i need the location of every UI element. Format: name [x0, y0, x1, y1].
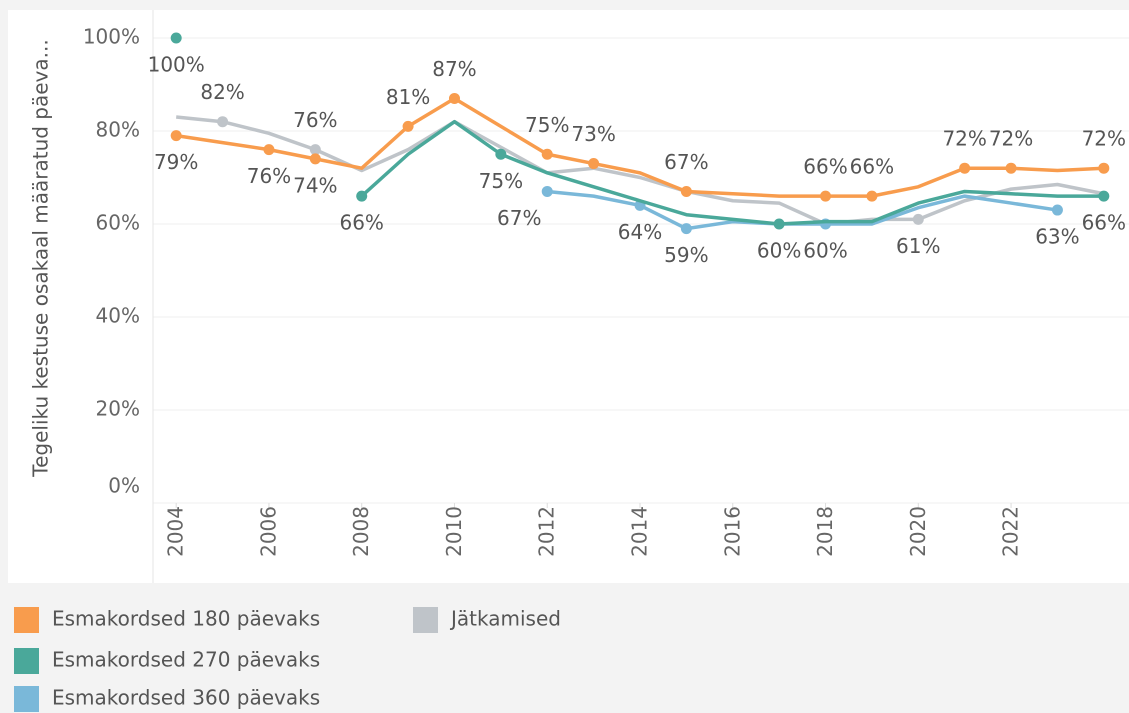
- data-label: 63%: [1035, 225, 1079, 249]
- data-label: 59%: [664, 243, 708, 267]
- data-point: [356, 190, 368, 202]
- y-axis-title: Tegeliku kestuse osakaal määratud päeva.…: [29, 39, 53, 477]
- data-point: [1098, 190, 1110, 202]
- data-point: [217, 116, 229, 128]
- data-label: 67%: [497, 206, 541, 230]
- y-tick-label: 100%: [83, 25, 140, 49]
- data-point: [309, 144, 321, 156]
- data-label: 75%: [525, 113, 569, 137]
- data-label: 66%: [1082, 211, 1126, 235]
- data-point: [309, 153, 321, 165]
- data-label: 82%: [200, 80, 244, 104]
- x-tick-label: 2022: [999, 506, 1023, 557]
- legend-label: Jätkamised: [449, 607, 561, 631]
- legend-swatch: [14, 607, 39, 633]
- data-label: 72%: [1082, 127, 1126, 151]
- x-tick-label: 2012: [535, 506, 559, 557]
- data-label: 66%: [803, 155, 847, 179]
- data-label: 67%: [664, 150, 708, 174]
- data-point: [820, 190, 832, 202]
- plot-background: [8, 10, 1129, 583]
- data-point: [773, 218, 785, 230]
- data-point: [541, 185, 553, 197]
- data-label: 74%: [293, 173, 337, 197]
- data-label: 60%: [803, 239, 847, 263]
- data-point: [263, 144, 275, 156]
- data-point: [1051, 204, 1063, 216]
- x-tick-label: 2014: [628, 506, 652, 557]
- data-point: [959, 162, 971, 174]
- data-label: 76%: [293, 108, 337, 132]
- data-label: 61%: [896, 234, 940, 258]
- x-tick-label: 2004: [164, 506, 188, 557]
- x-tick-label: 2020: [906, 506, 930, 557]
- legend-swatch: [14, 686, 39, 712]
- data-point: [680, 185, 692, 197]
- data-label: 75%: [479, 169, 523, 193]
- data-label: 64%: [618, 220, 662, 244]
- series-line: [175, 96, 1104, 198]
- x-tick-label: 2016: [720, 506, 744, 557]
- legend-swatch: [14, 648, 39, 674]
- y-tick-label: 20%: [96, 397, 140, 421]
- legend-swatch: [413, 607, 438, 633]
- data-label: 72%: [942, 127, 986, 151]
- data-label: 100%: [148, 53, 205, 77]
- series-line: [360, 119, 1104, 226]
- y-tick-label: 80%: [96, 118, 140, 142]
- data-point: [448, 92, 460, 104]
- data-label: 79%: [154, 150, 198, 174]
- x-tick-label: 2018: [813, 506, 837, 557]
- y-tick-label: 40%: [96, 304, 140, 328]
- x-tick-label: 2008: [349, 506, 373, 557]
- x-tick-label: 2010: [442, 506, 466, 557]
- data-point: [541, 148, 553, 160]
- data-point: [588, 158, 600, 170]
- data-label: 87%: [432, 57, 476, 81]
- data-point: [170, 130, 182, 142]
- data-point: [866, 190, 878, 202]
- x-tick-label: 2006: [256, 506, 280, 557]
- data-label: 76%: [247, 164, 291, 188]
- data-point: [402, 120, 414, 132]
- y-tick-label: 0%: [108, 474, 140, 498]
- data-point: [170, 32, 182, 44]
- data-point: [495, 148, 507, 160]
- series-line: [176, 115, 1105, 226]
- data-label: 66%: [850, 155, 894, 179]
- legend-label: Esmakordsed 180 päevaks: [52, 607, 320, 631]
- data-point: [1005, 162, 1017, 174]
- data-point: [1098, 162, 1110, 174]
- legend-label: Esmakordsed 270 päevaks: [52, 648, 320, 672]
- data-point: [680, 223, 692, 235]
- data-label: 66%: [339, 211, 383, 235]
- data-label: 73%: [571, 122, 615, 146]
- legend-label: Esmakordsed 360 päevaks: [52, 686, 320, 710]
- data-label: 60%: [757, 239, 801, 263]
- y-tick-label: 60%: [96, 211, 140, 235]
- data-point: [912, 213, 924, 225]
- data-label: 72%: [989, 127, 1033, 151]
- data-label: 81%: [386, 85, 430, 109]
